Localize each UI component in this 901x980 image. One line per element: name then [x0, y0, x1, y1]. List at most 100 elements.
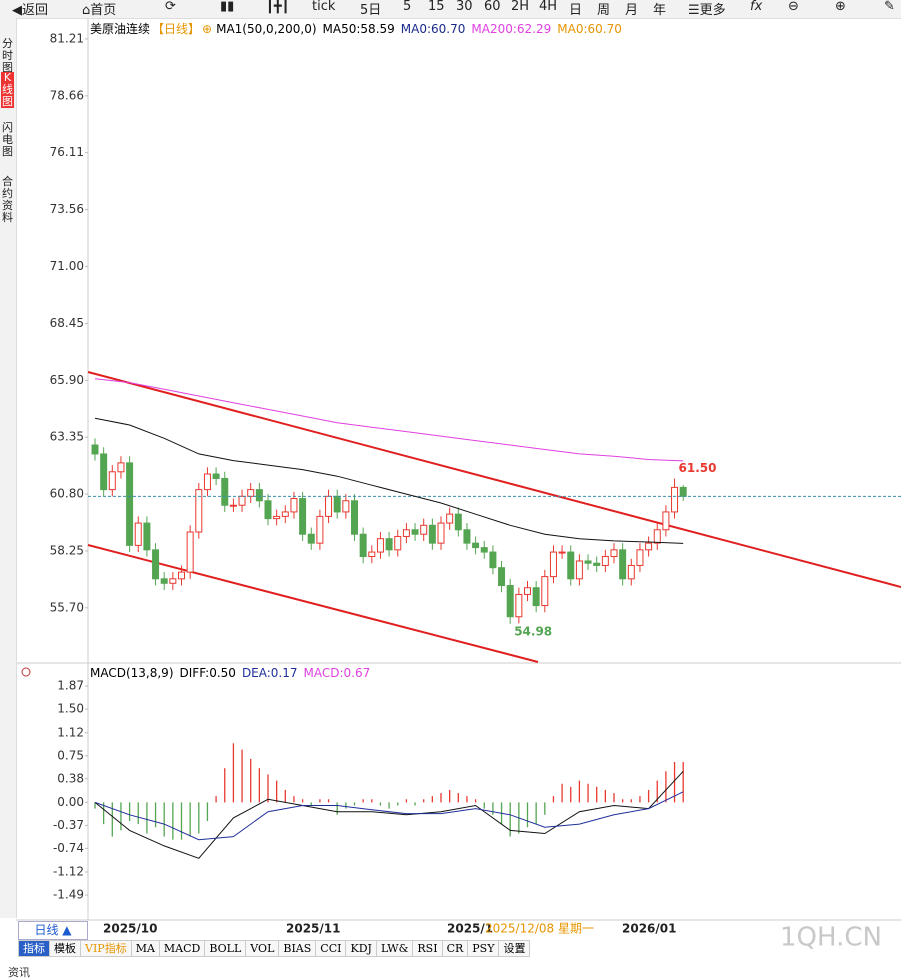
legend: 美原油连续 【日线】 ⊕ MA1(50,0,200,0) MA50:58.59 MA0:6…	[90, 20, 628, 37]
candle-body	[203, 473, 211, 491]
ma-value: MA200:62.29	[471, 22, 552, 36]
y-tick-label: 65.90	[50, 373, 84, 387]
indicator-tab[interactable]: LW&	[375, 940, 414, 957]
indicator-tab[interactable]: BOLL	[204, 940, 247, 957]
diff-value: DIFF:0.50	[179, 666, 236, 680]
period-button[interactable]: 日线 ▲	[18, 921, 88, 940]
candle-body	[169, 578, 177, 584]
indicator-tab[interactable]: 模板	[49, 940, 81, 957]
zoom-in[interactable]: ⊕	[835, 0, 846, 14]
indicator-tab[interactable]: 指标	[18, 940, 50, 957]
x-tick-label: 2025/11	[286, 922, 340, 936]
candle-body	[549, 551, 557, 578]
cursor-date: 2025/12/08 星期一	[485, 922, 594, 936]
candle-body	[316, 515, 324, 544]
candle-body	[186, 531, 194, 573]
candle-body	[662, 511, 670, 531]
period-option[interactable]: 日	[569, 3, 583, 18]
candle-body	[437, 522, 445, 544]
period-option[interactable]: 5日	[360, 3, 382, 18]
refresh-icon[interactable]: ⟳	[165, 0, 176, 14]
candle-body	[152, 549, 160, 580]
chart-icon[interactable]: ▮▮	[220, 0, 235, 14]
indicator-tab[interactable]: VOL	[245, 940, 280, 957]
side-tab[interactable]: 分时图	[2, 37, 13, 74]
side-tab-active[interactable]: K线图	[1, 71, 14, 108]
candle-body	[472, 542, 480, 549]
ma-params: MA1(50,0,200,0)	[216, 22, 317, 36]
indicator-tab[interactable]: BIAS	[278, 940, 317, 957]
y-tick-label: 0.75	[57, 748, 84, 762]
footer: 资讯	[8, 966, 30, 979]
period-option[interactable]: 30	[456, 0, 473, 14]
indicator-line	[94, 417, 684, 544]
period-option[interactable]: 15	[428, 0, 445, 14]
candle-body	[653, 529, 661, 544]
x-tick-label: 2026/01	[622, 922, 676, 936]
ma-value: MA50:58.59	[322, 22, 395, 36]
indicator-tab[interactable]: MA	[130, 940, 160, 957]
candle-body	[593, 562, 601, 566]
candle-body	[247, 489, 255, 497]
more-button[interactable]: ☰更多	[688, 3, 726, 18]
y-tick-label: 60.80	[50, 487, 84, 501]
y-tick-label: 58.25	[50, 543, 84, 557]
fx-icon[interactable]: fx	[750, 0, 763, 14]
trend-line	[87, 371, 901, 588]
indicator-tab[interactable]: CR	[441, 940, 469, 957]
period-option[interactable]: 2H	[511, 0, 530, 14]
period-option[interactable]: 月	[625, 3, 639, 18]
candle-body	[541, 576, 549, 607]
candle-body	[394, 535, 402, 551]
indicator-tab[interactable]: PSY	[467, 940, 500, 957]
indicator-tab[interactable]: 设置	[498, 940, 531, 957]
home-button[interactable]: ⌂首页	[82, 3, 117, 18]
candle-body	[333, 495, 341, 513]
indicator-tab[interactable]: CCI	[315, 940, 347, 957]
candle-body	[281, 511, 289, 517]
candle-icon[interactable]: ┃╋┃	[266, 0, 290, 14]
side-tab[interactable]: 合约资料	[2, 175, 13, 224]
more-label[interactable]: 更多	[699, 3, 726, 18]
candle-body	[238, 495, 246, 506]
candle-body	[359, 533, 367, 558]
period-option[interactable]: 5	[403, 0, 412, 14]
candle-body	[584, 560, 592, 564]
candle-body	[264, 500, 272, 520]
period-option[interactable]: tick	[312, 0, 336, 14]
back-button[interactable]: ◀返回	[12, 3, 49, 18]
add-icon[interactable]: ⊕	[202, 22, 213, 36]
y-tick-label: -1.12	[53, 865, 84, 879]
draw-icon[interactable]: ✎	[884, 0, 895, 14]
candle-body	[627, 564, 635, 580]
candle-body	[420, 524, 428, 535]
period-option[interactable]: 4H	[539, 0, 558, 14]
y-tick-label: -0.74	[53, 841, 84, 855]
period-option[interactable]: 60	[484, 0, 501, 14]
indicator-tab[interactable]: VIP指标	[80, 940, 132, 957]
candle-body	[160, 578, 168, 584]
candle-body	[342, 500, 350, 513]
candle-body	[402, 529, 410, 537]
period-option[interactable]: 年	[653, 3, 667, 18]
period-option[interactable]: 周	[597, 3, 611, 18]
home-label[interactable]: 首页	[90, 3, 117, 18]
candle-body	[195, 489, 203, 533]
indicator-line	[94, 791, 684, 841]
candle-body	[619, 549, 627, 580]
y-tick-label: -0.37	[53, 818, 84, 832]
candle-body	[117, 462, 125, 473]
settings-icon[interactable]	[21, 667, 31, 677]
side-tab[interactable]: 闪电图	[2, 121, 13, 158]
y-tick-label: 63.35	[50, 430, 84, 444]
indicator-tab[interactable]: RSI	[412, 940, 443, 957]
y-tick-label: -1.49	[53, 888, 84, 902]
candle-body	[645, 542, 653, 551]
x-tick-label: 2025/1	[447, 922, 493, 936]
zoom-out[interactable]: ⊖	[788, 0, 799, 14]
indicator-tab[interactable]: KDJ	[345, 940, 377, 957]
indicator-tab[interactable]: MACD	[158, 940, 206, 957]
watermark: 1QH.CN	[780, 923, 882, 953]
back-label[interactable]: 返回	[22, 3, 49, 18]
candle-body	[601, 556, 609, 566]
